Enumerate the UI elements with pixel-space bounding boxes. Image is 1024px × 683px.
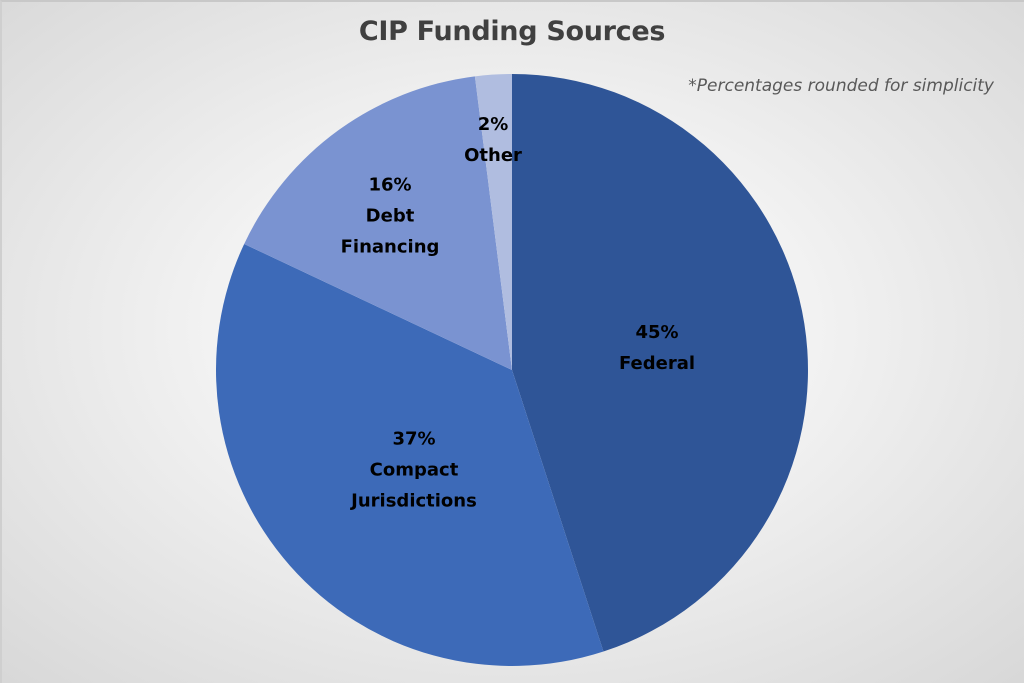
label-federal: 45% Federal (619, 317, 695, 379)
label-compact: 37% Compact Jurisdictions (351, 424, 477, 517)
label-compact-name-1: Compact (369, 459, 459, 481)
label-federal-name: Federal (618, 353, 696, 374)
label-debt: 16% Debt Financing (341, 170, 440, 263)
pie-slice-federal (512, 74, 808, 652)
pie-slice-debt-financing (244, 76, 513, 370)
label-other: 2% Other (464, 109, 522, 171)
label-compact-pct: 37% (392, 428, 436, 450)
label-debt-pct: 16% (368, 174, 412, 196)
pie-slice-other (474, 73, 512, 370)
pie-slice-compact-jurisdictions (216, 243, 604, 666)
label-debt-name-1: Debt (365, 205, 415, 227)
rounding-note: *Percentages rounded for simplicity (688, 76, 994, 96)
label-other-name: Other (464, 145, 522, 166)
label-other-pct: 2% (477, 114, 509, 135)
chart-title: CIP Funding Sources (358, 16, 666, 47)
label-federal-pct: 45% (635, 322, 679, 343)
label-debt-name-2: Financing (340, 236, 440, 258)
label-compact-name-2: Jurisdictions (351, 490, 477, 512)
